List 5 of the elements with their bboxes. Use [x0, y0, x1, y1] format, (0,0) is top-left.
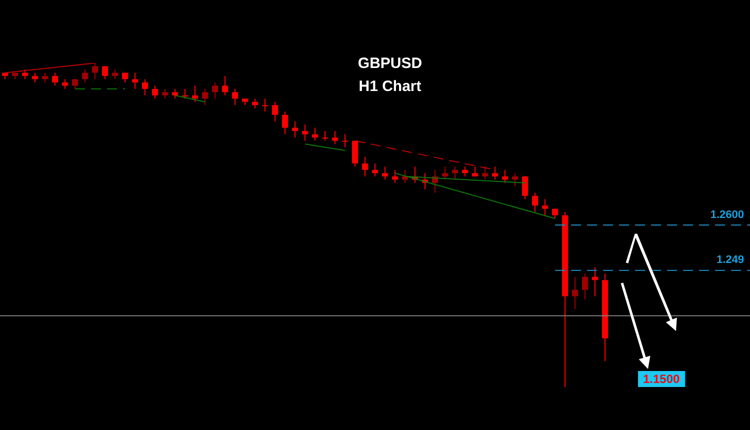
- annotation: 1.249: [716, 254, 744, 266]
- text: 1.1500: [638, 371, 685, 387]
- chart-title: GBPUSD: [356, 54, 424, 74]
- text: H1 Chart: [358, 77, 422, 97]
- annotation: 1.2600: [710, 209, 744, 221]
